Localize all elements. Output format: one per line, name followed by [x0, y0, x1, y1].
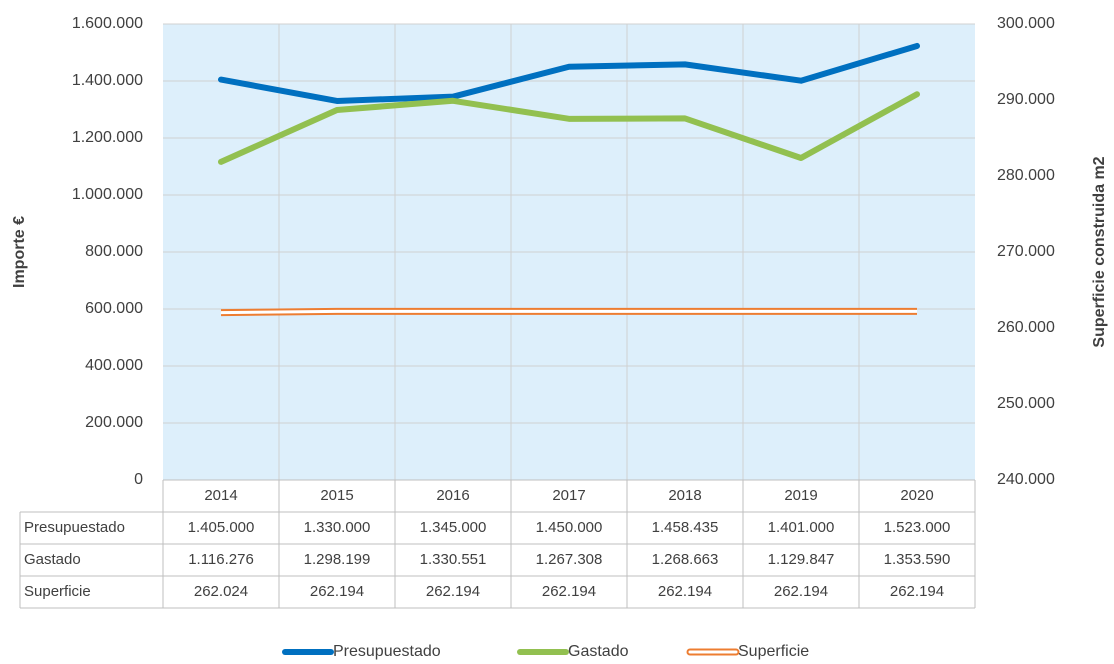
y2-tick-label: 240.000	[997, 471, 1055, 488]
x-tick-label: 2019	[784, 487, 817, 504]
legend-label: Gastado	[568, 643, 629, 660]
table-row-label: Gastado	[24, 551, 81, 568]
table-cell: 1.330.000	[304, 519, 371, 536]
series-line	[218, 42, 920, 104]
table-cell: 1.298.199	[304, 551, 371, 568]
y-tick-label: 1.400.000	[72, 72, 143, 89]
legend-label: Superficie	[738, 643, 809, 660]
series-line-inner	[220, 309, 917, 315]
y-tick-label: 1.600.000	[72, 15, 143, 32]
x-tick-label: 2020	[900, 487, 933, 504]
table-cell: 1.345.000	[420, 519, 487, 536]
y-tick-label: 200.000	[85, 414, 143, 431]
y2-tick-label: 290.000	[997, 91, 1055, 108]
y2-tick-label: 250.000	[997, 395, 1055, 412]
x-tick-label: 2017	[552, 487, 585, 504]
y-tick-label: 1.000.000	[72, 186, 143, 203]
table-cell: 1.330.551	[420, 551, 487, 568]
y2-tick-label: 270.000	[997, 243, 1055, 260]
table-cell: 262.024	[194, 583, 248, 600]
x-tick-label: 2018	[668, 487, 701, 504]
y2-tick-label: 280.000	[997, 167, 1055, 184]
series-line	[218, 91, 920, 165]
table-cell: 1.129.847	[768, 551, 835, 568]
y-tick-label: 800.000	[85, 243, 143, 260]
table-cell: 1.353.590	[884, 551, 951, 568]
y2-axis-title: Superficie construida m2	[1091, 156, 1108, 347]
table-cell: 262.194	[310, 583, 364, 600]
table-cell: 1.450.000	[536, 519, 603, 536]
x-tick-label: 2014	[204, 487, 237, 504]
table-cell: 262.194	[774, 583, 828, 600]
table-cell: 1.523.000	[884, 519, 951, 536]
table-cell: 262.194	[890, 583, 944, 600]
table-cell: 262.194	[542, 583, 596, 600]
table-row-label: Presupuestado	[24, 519, 125, 536]
y-axis-title: Importe €	[11, 216, 28, 288]
table-cell: 1.267.308	[536, 551, 603, 568]
y-tick-label: 600.000	[85, 300, 143, 317]
y2-tick-label: 300.000	[997, 15, 1055, 32]
y-tick-label: 1.200.000	[72, 129, 143, 146]
y2-tick-label: 260.000	[997, 319, 1055, 336]
x-tick-label: 2016	[436, 487, 469, 504]
legend-label: Presupuestado	[333, 643, 441, 660]
y-tick-label: 400.000	[85, 357, 143, 374]
table-cell: 1.268.663	[652, 551, 719, 568]
table-cell: 1.401.000	[768, 519, 835, 536]
table-row-label: Superficie	[24, 583, 91, 600]
x-tick-label: 2015	[320, 487, 353, 504]
table-cell: 1.116.276	[188, 551, 254, 568]
table-cell: 262.194	[658, 583, 712, 600]
table-cell: 1.405.000	[188, 519, 255, 536]
y-tick-label: 0	[134, 471, 143, 488]
table-cell: 262.194	[426, 583, 480, 600]
table-cell: 1.458.435	[652, 519, 719, 536]
